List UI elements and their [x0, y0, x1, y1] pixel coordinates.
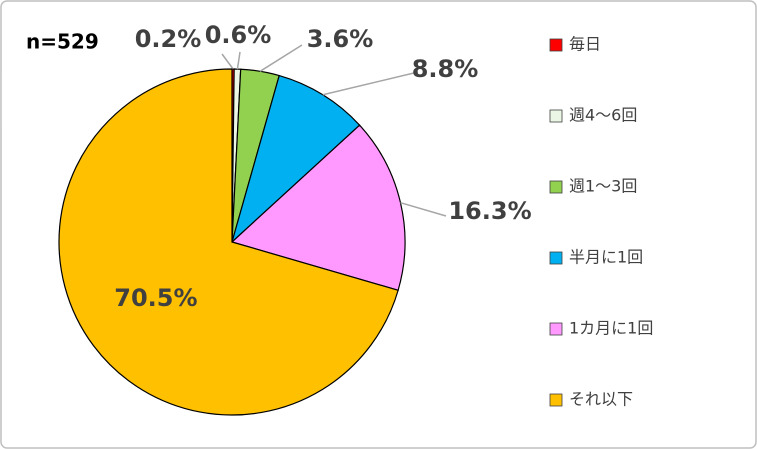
- value-label: 16.3%: [448, 197, 531, 225]
- value-label: 8.8%: [412, 55, 479, 83]
- value-label: 3.6%: [307, 25, 374, 53]
- sample-size: n=529: [26, 30, 99, 54]
- leader-line: [400, 201, 447, 217]
- legend-label: それ以下: [569, 390, 633, 409]
- legend-label: 週4～6回: [569, 106, 637, 125]
- legend-swatch: [549, 38, 563, 52]
- legend-swatch: [549, 109, 563, 123]
- legend-swatch: [549, 251, 563, 265]
- leader-line: [236, 51, 241, 70]
- legend-label: 週1～3回: [569, 177, 637, 196]
- pie-slice: [230, 124, 406, 292]
- leader-line: [259, 44, 303, 72]
- value-label: 0.2%: [135, 25, 202, 53]
- legend-label: 半月に1回: [569, 248, 643, 267]
- legend-swatch: [549, 180, 563, 194]
- value-label: 70.5%: [114, 284, 197, 312]
- legend-label: 1カ月に1回: [569, 319, 653, 338]
- leader-line: [221, 53, 234, 70]
- legend-swatch: [549, 393, 563, 407]
- value-label: 0.6%: [205, 21, 272, 49]
- legend-label: 毎日: [569, 35, 601, 54]
- pie-slice: [58, 68, 399, 416]
- legend-swatch: [549, 322, 563, 336]
- leader-line: [322, 71, 419, 96]
- pie-slice: [230, 74, 361, 244]
